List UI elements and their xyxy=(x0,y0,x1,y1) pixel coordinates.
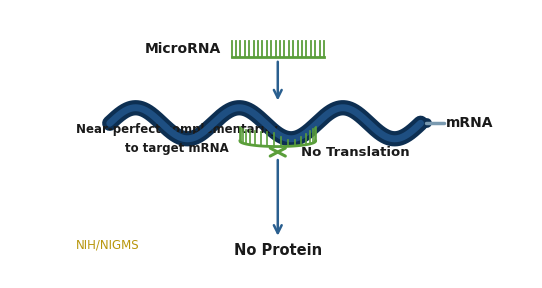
Text: No Translation: No Translation xyxy=(301,146,410,159)
Text: mRNA: mRNA xyxy=(446,116,493,130)
Text: NIH/NIGMS: NIH/NIGMS xyxy=(76,238,140,252)
Text: No Protein: No Protein xyxy=(234,243,322,258)
Text: Near-perfect complementarity
to target mRNA: Near-perfect complementarity to target m… xyxy=(76,123,278,155)
Text: MicroRNA: MicroRNA xyxy=(145,42,221,56)
